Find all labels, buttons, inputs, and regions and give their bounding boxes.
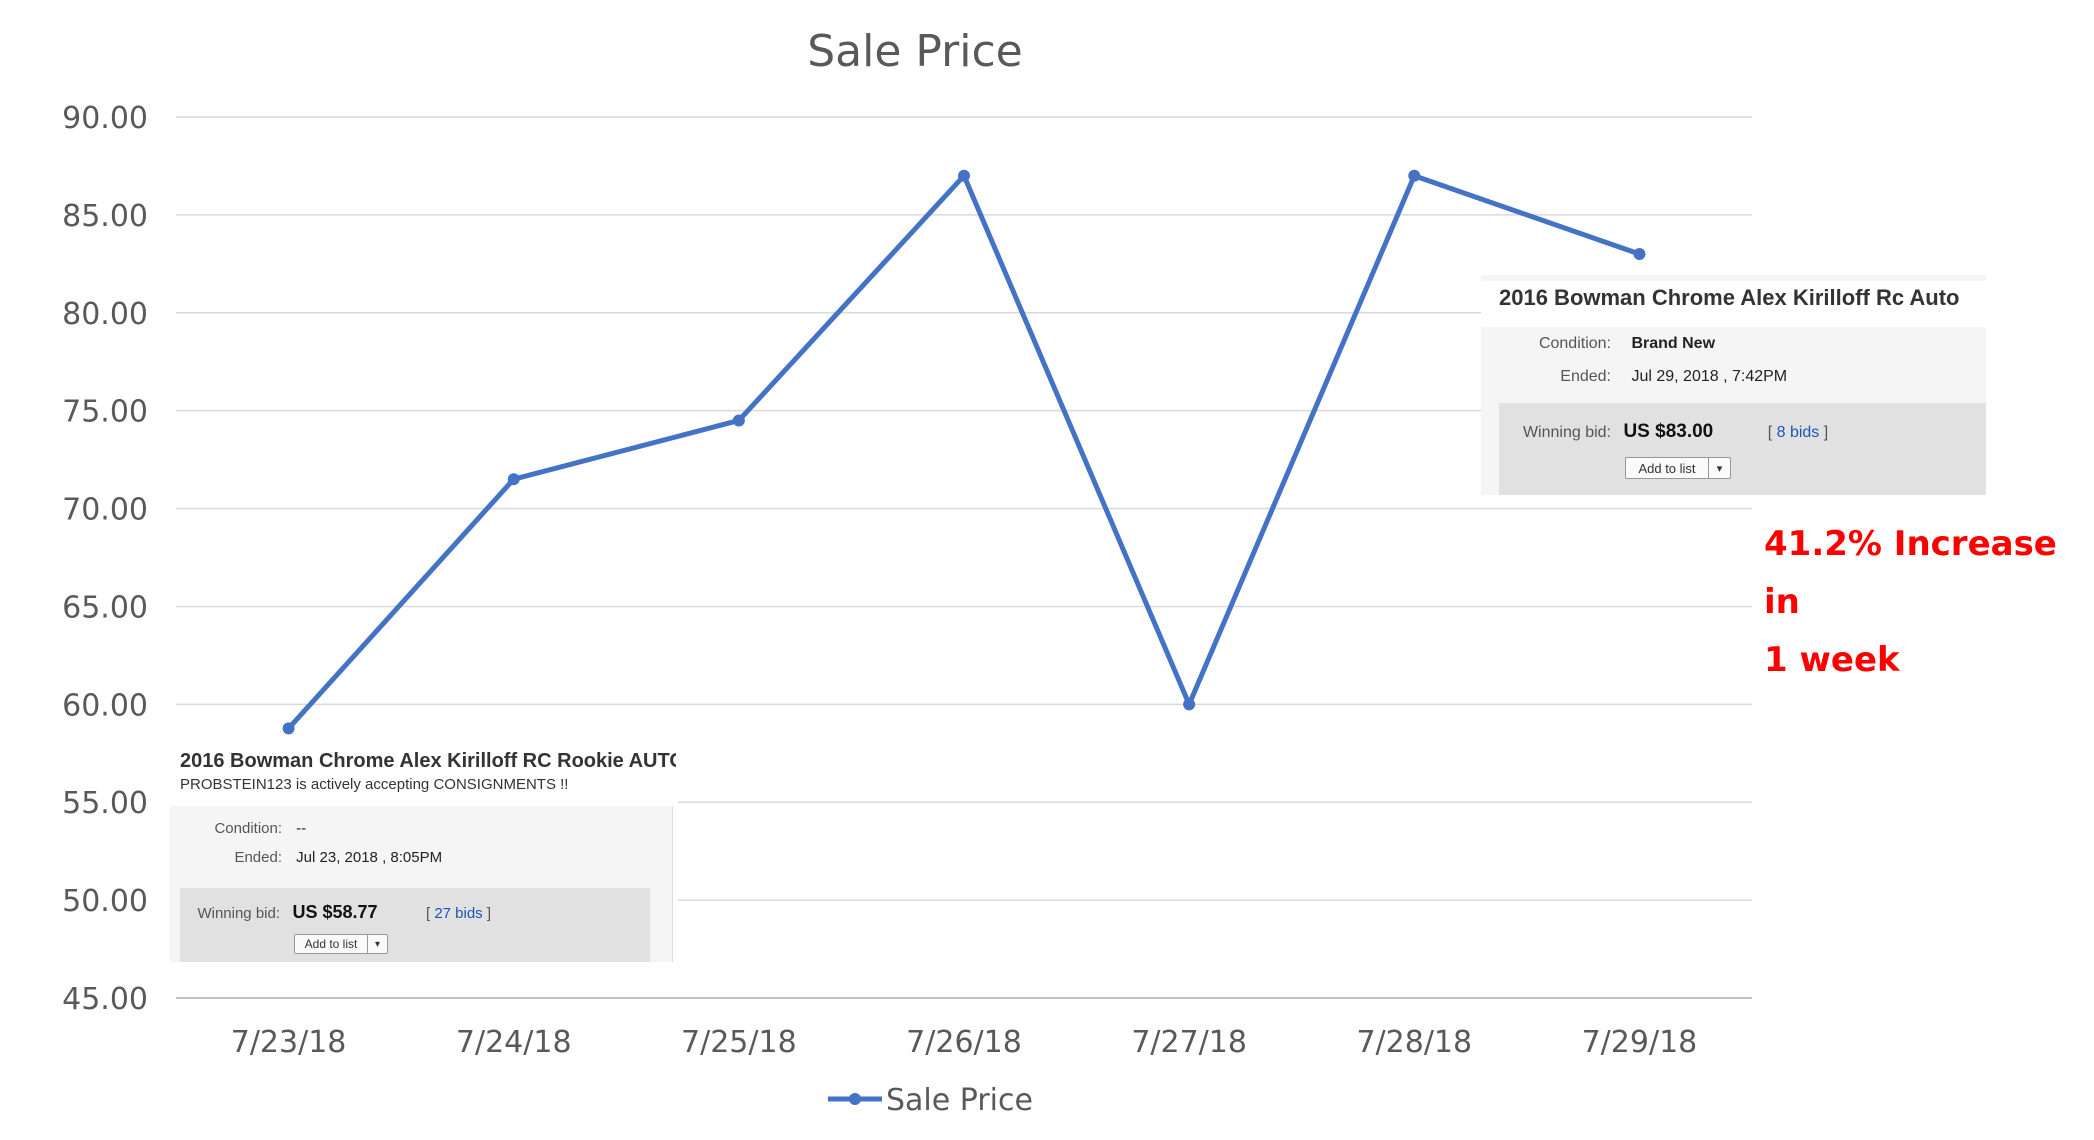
ended-label: Ended: [234,849,282,866]
series-sale-price [282,169,1646,735]
winning-bid-price: US $83.00 [1623,421,1714,442]
listing-card-left: 2016 Bowman Chrome Alex Kirilloff RC Roo… [170,748,678,962]
winning-bid-price: US $58.77 [292,902,378,922]
chevron-down-icon[interactable]: ▾ [1716,462,1723,475]
chart-title: Sale Price [807,26,1023,77]
winning-bid-label: Winning bid: [1522,424,1611,441]
y-tick-label: 90.00 [62,101,148,136]
data-point [507,473,520,486]
condition-value: -- [296,820,307,837]
winning-bid-box: Winning bid: US $58.77 [ 27 bids ] Add t… [180,888,650,962]
data-point [958,169,970,182]
add-to-list-label: Add to list [295,935,368,953]
chevron-down-icon[interactable]: ▾ [374,938,381,950]
ended-value: Jul 29, 2018 , 7:42PM [1631,368,1788,385]
annotation-line-1: 41.2% Increase in [1764,524,2057,622]
ended-label: Ended: [1560,368,1611,385]
y-tick-label: 85.00 [62,199,148,234]
x-tick-label: 7/24/18 [456,1025,572,1060]
condition-label: Condition: [1538,335,1611,352]
annotation-line-2: 1 week [1764,640,1900,680]
add-to-list-button[interactable]: Add to list ▾ [1625,457,1731,479]
x-axis-ticks: 7/23/18 7/24/18 7/25/18 7/26/18 7/27/18 7/28/… [231,1025,1698,1060]
listing-card-right: 2016 Bowman Chrome Alex Kirilloff Rc Aut… [1481,275,1986,495]
listing-left-header: 2016 Bowman Chrome Alex Kirilloff RC Roo… [170,748,678,806]
y-tick-label: 50.00 [62,884,148,919]
data-point [732,414,745,427]
winning-bid-label: Winning bid: [197,905,280,922]
y-tick-label: 70.00 [62,493,148,528]
condition-label: Condition: [214,820,282,837]
listing-right-title[interactable]: 2016 Bowman Chrome Alex Kirilloff Rc Aut… [1481,281,1986,327]
y-tick-label: 75.00 [62,395,148,430]
data-point [1183,698,1196,711]
series-line [286,173,1641,731]
listing-left-body: Condition: -- Ended: Jul 23, 2018 , 8:05… [170,806,673,962]
x-tick-label: 7/29/18 [1582,1025,1698,1060]
legend-label: Sale Price [886,1083,1033,1118]
y-axis-ticks: 45.00 50.00 55.00 60.00 65.00 70.00 75.00 80.00… [62,101,148,1017]
listing-left-title[interactable]: 2016 Bowman Chrome Alex Kirilloff RC Roo… [180,750,676,772]
y-tick-label: 60.00 [62,688,148,723]
x-tick-label: 7/27/18 [1131,1025,1247,1060]
winning-bid-box: Winning bid: US $83.00 [ 8 bids ] Add to… [1499,403,1986,495]
bids-count: [ 27 bids ] [425,905,492,922]
data-point [1633,248,1646,261]
bids-count: [ 8 bids ] [1767,424,1829,441]
listing-left-subtitle: PROBSTEIN123 is actively accepting CONSI… [180,776,569,793]
x-tick-label: 7/28/18 [1356,1025,1472,1060]
legend: Sale Price [828,1083,1033,1118]
y-tick-label: 65.00 [62,590,148,625]
bids-link[interactable]: 8 bids [1776,424,1820,441]
bids-link[interactable]: 27 bids [434,905,483,922]
add-to-list-label: Add to list [1626,458,1709,478]
add-to-list-button[interactable]: Add to list ▾ [294,934,388,954]
x-tick-label: 7/23/18 [231,1025,347,1060]
legend-dot-marker [849,1093,861,1105]
x-tick-label: 7/25/18 [681,1025,797,1060]
ended-value: Jul 23, 2018 , 8:05PM [296,849,443,866]
y-tick-label: 80.00 [62,297,148,332]
increase-annotation: 41.2% Increase in 1 week [1764,515,2084,689]
y-tick-label: 45.00 [62,982,148,1017]
x-tick-label: 7/26/18 [906,1025,1022,1060]
y-tick-label: 55.00 [62,786,148,821]
data-point [282,722,295,735]
data-point [1408,169,1421,182]
condition-value: Brand New [1631,335,1716,352]
